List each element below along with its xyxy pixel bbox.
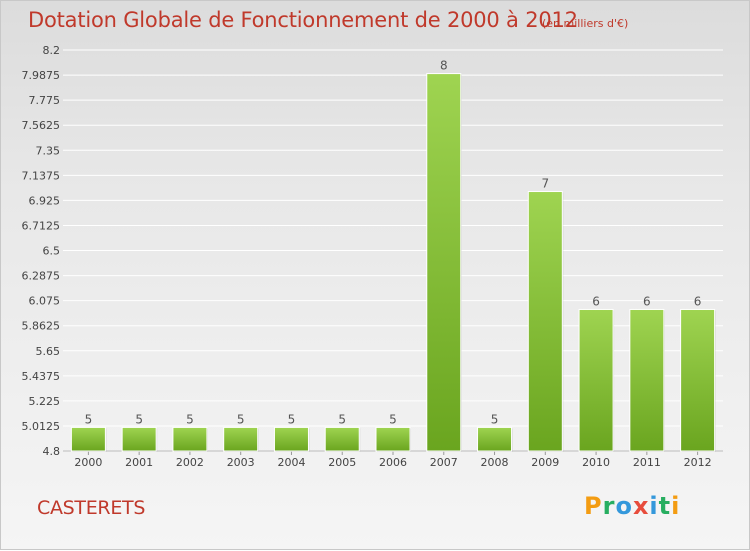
bar-2011 <box>629 308 665 452</box>
bar-2012 <box>680 308 716 452</box>
logo-letter: x <box>632 492 650 520</box>
commune-name: CASTERETS <box>37 497 146 519</box>
chart-title: Dotation Globale de Fonctionnement de 20… <box>28 8 578 32</box>
x-tick-label: 2006 <box>379 456 407 469</box>
logo-letter: i <box>671 492 681 520</box>
y-tick-label: 6.925 <box>29 194 61 207</box>
grid-layer <box>63 49 723 452</box>
logo-letter: r <box>602 492 616 520</box>
bar-value-label: 5 <box>237 412 245 426</box>
y-tick-label: 5.65 <box>36 345 61 358</box>
bar-2008 <box>477 426 513 452</box>
y-tick-label: 7.5625 <box>22 119 61 132</box>
y-tick-label: 5.0125 <box>22 420 61 433</box>
bar-2007 <box>426 73 462 452</box>
x-tick-label: 2007 <box>430 456 458 469</box>
y-tick-label: 6.075 <box>29 295 61 308</box>
y-tick-label: 5.8625 <box>22 320 61 333</box>
bar-2003 <box>223 426 259 452</box>
x-tick-label: 2002 <box>176 456 204 469</box>
y-tick-label: 7.775 <box>29 94 61 107</box>
logo-letter: P <box>584 492 603 520</box>
y-tick-label: 6.2875 <box>22 270 61 283</box>
x-tick-label: 2003 <box>227 456 255 469</box>
axis-layer: 4.8 5.0125 5.225 5.4375 5.65 5.8625 6.075 6.287… <box>22 44 723 469</box>
bar-2004 <box>273 426 309 452</box>
bar-2001 <box>121 426 157 452</box>
x-tick-label: 2010 <box>582 456 610 469</box>
bar-2005 <box>324 426 360 452</box>
bar-layer <box>70 73 716 453</box>
bar-2010 <box>578 308 614 452</box>
bar-2000 <box>70 426 106 452</box>
bar-value-label: 6 <box>643 294 651 308</box>
y-tick-label: 7.1375 <box>22 169 61 182</box>
y-tick-label: 6.7125 <box>22 219 61 232</box>
bar-value-label: 5 <box>288 412 296 426</box>
bar-value-label: 6 <box>694 294 702 308</box>
chart-unit: (en milliers d'€) <box>542 17 629 30</box>
x-tick-label: 2009 <box>531 456 559 469</box>
bar-value-label: 5 <box>186 412 194 426</box>
y-tick-label: 5.225 <box>29 395 61 408</box>
bar-2002 <box>172 426 208 452</box>
bar-value-label: 7 <box>541 177 549 191</box>
y-tick-label: 7.35 <box>36 144 61 157</box>
logo-letter: o <box>615 492 633 520</box>
x-tick-label: 2004 <box>277 456 305 469</box>
x-tick-label: 2005 <box>328 456 356 469</box>
y-tick-label: 5.4375 <box>22 370 61 383</box>
bar-value-label: 5 <box>135 412 143 426</box>
y-tick-label: 6.5 <box>43 245 61 258</box>
bar-value-label: 5 <box>389 412 397 426</box>
x-tick-label: 2008 <box>481 456 509 469</box>
label-layer: 5 5 5 5 5 5 5 8 5 7 6 6 6 <box>85 59 702 427</box>
x-tick-label: 2000 <box>74 456 102 469</box>
proxiti-logo: Proxiti <box>584 492 680 520</box>
bar-value-label: 6 <box>592 294 600 308</box>
x-tick-label: 2001 <box>125 456 153 469</box>
bar-value-label: 5 <box>338 412 346 426</box>
bar-2009 <box>527 191 563 452</box>
bar-2006 <box>375 426 411 452</box>
y-tick-label: 7.9875 <box>22 69 61 82</box>
y-tick-label: 4.8 <box>43 445 61 458</box>
logo-letter: i <box>649 492 659 520</box>
x-tick-label: 2012 <box>684 456 712 469</box>
y-tick-label: 8.2 <box>43 44 61 57</box>
bar-value-label: 5 <box>491 412 499 426</box>
logo-letter: t <box>658 492 672 520</box>
bar-value-label: 5 <box>85 412 93 426</box>
bar-value-label: 8 <box>440 59 448 73</box>
x-tick-label: 2011 <box>633 456 661 469</box>
